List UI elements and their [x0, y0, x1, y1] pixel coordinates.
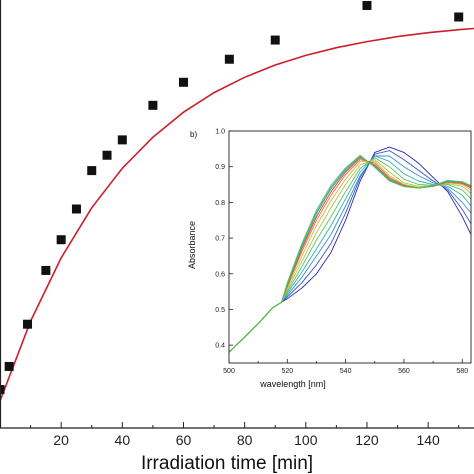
data-point [71, 204, 81, 214]
inset-y-tick-label: 0.9 [215, 164, 225, 171]
inset-y-tick-label: 0.8 [215, 200, 225, 207]
data-point [4, 361, 14, 371]
data-point [148, 100, 158, 110]
data-point [41, 265, 51, 275]
inset-x-tick-label: 500 [223, 368, 235, 375]
main-x-tick-label: 80 [237, 432, 253, 448]
fit-curve-layer [0, 27, 474, 402]
main-x-tick-label: 120 [355, 432, 379, 448]
inset-y-axis-title: Absorbance [187, 221, 197, 269]
inset-y-tick-label: 0.4 [215, 343, 225, 350]
main-x-tick-label: 40 [115, 432, 131, 448]
main-axes: 20 40 60 80 100 120 140 [0, 0, 474, 448]
inset-panel-label: b) [190, 130, 197, 139]
inset-y-tick-label: 1.0 [215, 129, 225, 136]
data-point [224, 54, 234, 64]
main-x-tick-label: 140 [416, 432, 440, 448]
data-point [117, 135, 127, 145]
inset-y-tick-label: 0.7 [215, 236, 225, 243]
data-point [454, 12, 464, 22]
inset-series-layer [228, 146, 472, 353]
data-point [270, 35, 280, 45]
inset-x-tick-label: 560 [398, 368, 410, 375]
inset-x-tick-label: 540 [340, 368, 352, 375]
inset-x-tick-label: 580 [456, 368, 468, 375]
main-x-tick-label: 100 [294, 432, 318, 448]
fit-curve [0, 27, 474, 402]
main-x-axis-title: Irradiation time [min] [141, 453, 313, 474]
data-point [87, 166, 97, 176]
inset-y-tick-label: 0.6 [215, 271, 225, 278]
inset-frame [228, 130, 472, 364]
main-x-tick-label: 20 [53, 432, 69, 448]
inset-spectrum-line [228, 154, 472, 353]
data-point [102, 150, 112, 160]
main-x-tick-label: 60 [176, 432, 192, 448]
data-point [362, 0, 372, 10]
data-point [0, 384, 5, 394]
data-point [56, 235, 66, 245]
inset-y-tick-label: 0.5 [215, 307, 225, 314]
data-points-layer [0, 0, 464, 394]
inset-x-axis-title: wavelength [nm] [259, 379, 326, 389]
inset-axes: 500 520 540 560 580 0.4 0.5 0.6 0.7 0.8 0.9 1.0 [215, 129, 472, 375]
inset-x-tick-label: 520 [281, 368, 293, 375]
data-point [23, 319, 33, 329]
data-point [178, 77, 188, 87]
